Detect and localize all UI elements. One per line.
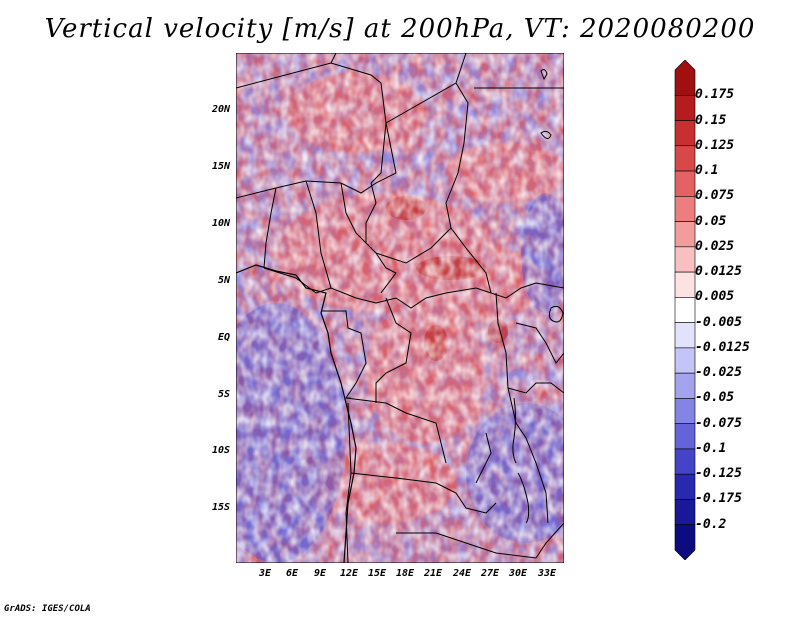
colorbar-label: 0.075 xyxy=(695,188,735,204)
colorbar-swatch xyxy=(674,170,696,197)
lat-label: 5N xyxy=(217,275,230,286)
colorbar-label: -0.005 xyxy=(695,314,742,330)
vertical-velocity-map xyxy=(236,53,564,563)
colorbar-swatch xyxy=(674,271,696,298)
colorbar-swatch xyxy=(674,423,696,450)
colorbar-label: 0.0125 xyxy=(695,264,742,280)
colorbar-swatch xyxy=(674,246,696,273)
colorbar-label: 0.175 xyxy=(695,87,735,103)
colorbar-swatch xyxy=(674,297,696,323)
lat-label: EQ xyxy=(217,332,230,343)
lon-label: 15E xyxy=(367,568,387,579)
colorbar-label: 0.025 xyxy=(695,238,735,254)
lon-label: 33E xyxy=(537,568,557,579)
colorbar-label: 0.005 xyxy=(695,289,735,305)
lon-label: 12E xyxy=(339,568,359,579)
grads-credit: GrADS: IGES/COLA xyxy=(4,604,91,614)
colorbar-swatch xyxy=(674,448,696,475)
colorbar-swatch xyxy=(674,524,696,560)
colorbar-swatch xyxy=(674,120,696,147)
colorbar xyxy=(674,60,696,560)
colorbar-label: -0.05 xyxy=(695,390,735,406)
lon-label: 3E xyxy=(258,568,272,579)
colorbar-swatch xyxy=(674,196,696,222)
colorbar-swatch xyxy=(674,322,696,349)
lat-label: 10S xyxy=(211,445,230,456)
colorbar-label: -0.125 xyxy=(695,466,742,482)
colorbar-label: -0.2 xyxy=(695,516,727,532)
colorbar-swatch xyxy=(674,60,696,96)
colorbar-label: -0.0125 xyxy=(695,339,750,355)
colorbar-label: 0.125 xyxy=(695,137,735,153)
lon-label: 9E xyxy=(313,568,327,579)
colorbar-label: -0.175 xyxy=(695,491,742,507)
lat-label: 15N xyxy=(211,161,230,172)
colorbar-label: 0.1 xyxy=(695,163,719,179)
colorbar-label: -0.075 xyxy=(695,415,742,431)
lat-label: 10N xyxy=(211,218,230,229)
lat-label: 5S xyxy=(217,389,230,400)
colorbar-label: 0.15 xyxy=(695,112,727,128)
colorbar-swatch xyxy=(674,145,696,172)
colorbar-swatch xyxy=(674,221,696,248)
map-title: Vertical velocity [m/s] at 200hPa, VT: 2… xyxy=(44,14,756,44)
colorbar-swatch xyxy=(674,347,696,374)
colorbar-label: 0.05 xyxy=(695,213,727,229)
lon-label: 6E xyxy=(285,568,299,579)
colorbar-swatch xyxy=(674,398,696,424)
lat-label: 15S xyxy=(211,502,230,513)
colorbar-label: -0.1 xyxy=(695,440,727,456)
colorbar-swatch xyxy=(674,372,696,399)
lon-label: 30E xyxy=(508,568,528,579)
lon-label: 21E xyxy=(423,568,443,579)
colorbar-swatch xyxy=(674,499,696,526)
colorbar-swatch xyxy=(674,94,696,121)
lon-label: 27E xyxy=(480,568,500,579)
lon-label: 18E xyxy=(395,568,415,579)
colorbar-swatch xyxy=(674,473,696,500)
lon-label: 24E xyxy=(452,568,472,579)
lat-label: 20N xyxy=(211,104,230,115)
colorbar-label: -0.025 xyxy=(695,365,742,381)
